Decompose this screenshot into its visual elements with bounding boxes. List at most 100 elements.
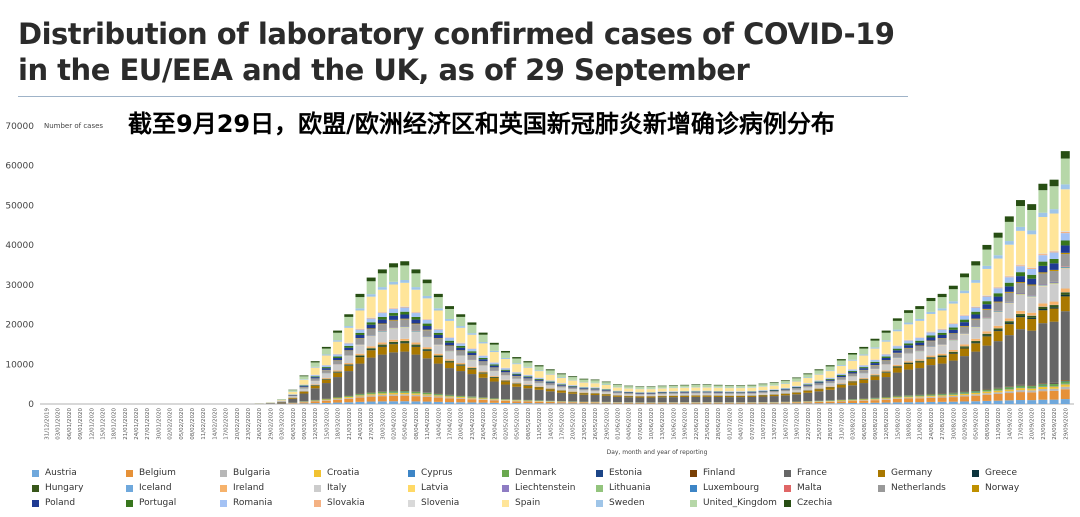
bar-segment-united_kingdom xyxy=(736,385,746,388)
bar-segment-germany xyxy=(982,336,992,346)
x-tick-label: 04/06/2020 xyxy=(627,408,633,440)
bar-segment-denmark xyxy=(422,392,432,395)
bar-segment-czechia xyxy=(836,359,846,361)
x-tick-label: 15/01/2020 xyxy=(100,408,106,440)
bar-segment-slovenia xyxy=(1004,275,1014,277)
bar-segment-belgium xyxy=(948,397,958,402)
bar-segment-bulgaria xyxy=(948,395,958,398)
bar-segment-spain xyxy=(478,343,488,356)
bar-segment-belgium xyxy=(288,403,298,404)
bar-segment-spain xyxy=(310,367,320,375)
bar-segment-ireland xyxy=(937,353,947,356)
x-tick-label: 29/04/2020 xyxy=(492,408,498,440)
bar-segment-czechia xyxy=(859,346,869,349)
bar-segment-italy xyxy=(355,345,365,354)
bar-segment-slovakia xyxy=(982,295,992,297)
bar-segment-romania xyxy=(904,340,914,344)
bar-segment-portugal xyxy=(400,311,410,315)
bar-segment-netherlands xyxy=(680,392,690,394)
bar-segment-france xyxy=(1049,321,1059,383)
bar-segment-bulgaria xyxy=(355,396,365,398)
bar-stack xyxy=(265,402,275,404)
bar-segment-italy xyxy=(713,393,723,396)
y-tick-label: 70000 xyxy=(5,122,34,132)
bar-segment-united_kingdom xyxy=(881,332,891,341)
bar-segment-poland xyxy=(691,391,701,393)
legend-item-spain: Spain xyxy=(502,498,540,508)
bar-segment-belgium xyxy=(489,400,499,403)
bar-segment-bulgaria xyxy=(422,395,432,397)
bar-segment-sweden xyxy=(1027,230,1037,235)
bar-segment-poland xyxy=(478,359,488,362)
bar-segment-italy xyxy=(557,387,566,391)
legend-swatch xyxy=(690,469,697,477)
x-tick-label: 02/04/2020 xyxy=(392,408,398,440)
bar-segment-poland xyxy=(836,375,846,378)
bar-segment-czechia xyxy=(758,383,768,385)
bar-segment-france xyxy=(400,351,410,391)
bar-segment-greece xyxy=(993,330,1003,332)
bar-stack xyxy=(825,365,835,404)
bar-segment-united_kingdom xyxy=(859,348,869,355)
bar-segment-netherlands xyxy=(411,324,421,331)
bar-segment-belgium xyxy=(523,401,533,404)
bar-stack xyxy=(736,385,746,404)
bar-segment-norway xyxy=(1049,269,1059,271)
legend-label: United_Kingdom xyxy=(703,498,777,508)
bar-segment-germany xyxy=(680,395,690,397)
bar-segment-croatia xyxy=(389,393,399,395)
bar-segment-romania xyxy=(389,308,399,314)
bar-segment-bulgaria xyxy=(926,396,936,398)
bar-segment-united_kingdom xyxy=(288,390,298,392)
bar-segment-germany xyxy=(960,348,969,357)
bar-segment-sweden xyxy=(501,357,510,359)
bar-segment-denmark xyxy=(993,388,1003,391)
bar-segment-spain xyxy=(691,387,701,391)
bar-segment-slovakia xyxy=(355,329,365,330)
bar-segment-czechia xyxy=(612,384,622,385)
bar-segment-austria xyxy=(445,402,454,404)
bar-stack xyxy=(299,375,309,404)
bar-segment-hungary xyxy=(433,355,443,357)
bar-segment-poland xyxy=(792,387,802,389)
bar-segment-netherlands xyxy=(612,392,622,394)
bar-segment-croatia xyxy=(478,398,488,400)
bar-stack xyxy=(467,322,477,404)
bar-stack xyxy=(646,386,656,404)
bar-segment-czechia xyxy=(769,382,779,384)
bar-segment-croatia xyxy=(881,398,891,399)
bar-segment-luxembourg xyxy=(1016,293,1025,294)
bar-segment-denmark xyxy=(400,391,410,393)
bar-segment-romania xyxy=(489,362,499,365)
bar-segment-poland xyxy=(344,347,354,351)
bar-segment-sweden xyxy=(881,340,891,342)
bar-segment-ireland xyxy=(422,347,432,350)
bar-segment-bulgaria xyxy=(870,399,880,401)
bar-segment-czechia xyxy=(355,293,365,298)
legend-label: Sweden xyxy=(609,498,645,508)
bar-segment-czechia xyxy=(299,375,309,377)
bar-segment-italy xyxy=(792,389,802,392)
bar-segment-spain xyxy=(557,378,566,384)
bar-segment-portugal xyxy=(512,373,522,375)
bar-segment-slovakia xyxy=(1027,267,1037,269)
bar-stack xyxy=(377,269,387,404)
bar-segment-netherlands xyxy=(355,338,365,345)
bar-segment-sweden xyxy=(937,308,947,311)
x-tick-label: 05/05/2020 xyxy=(515,408,521,440)
bar-segment-austria xyxy=(836,403,846,404)
x-tick-label: 21/01/2020 xyxy=(123,408,129,440)
bar-segment-norway xyxy=(937,338,947,339)
x-tick-label: 28/07/2020 xyxy=(828,408,834,440)
bar-segment-poland xyxy=(1027,278,1037,285)
bar-segment-austria xyxy=(299,403,309,404)
bar-segment-germany xyxy=(355,357,365,364)
bar-segment-belgium xyxy=(1049,390,1059,400)
bar-segment-poland xyxy=(377,319,387,324)
bar-segment-germany xyxy=(467,369,477,375)
bar-segment-sweden xyxy=(321,354,331,356)
bar-segment-czechia xyxy=(814,369,824,371)
legend-swatch xyxy=(878,484,885,492)
bar-stack xyxy=(1049,179,1059,404)
x-tick-label: 14/05/2020 xyxy=(548,408,554,440)
